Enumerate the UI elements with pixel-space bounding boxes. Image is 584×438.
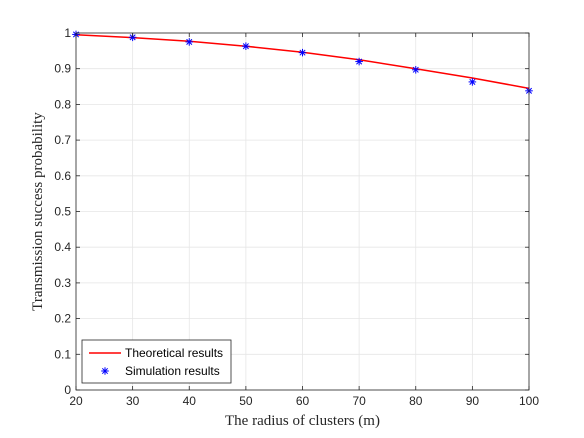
x-tick-label: 80 xyxy=(409,394,423,408)
x-tick-label: 40 xyxy=(183,394,197,408)
data-point-simulation xyxy=(355,57,363,66)
asterisk-stroke xyxy=(469,78,476,85)
x-tick-label: 30 xyxy=(126,394,140,408)
asterisk-stroke xyxy=(186,38,193,45)
x-tick-label: 90 xyxy=(466,394,480,408)
legend-label-simulation: Simulation results xyxy=(125,364,220,378)
y-tick-label: 0.3 xyxy=(54,276,71,290)
legend-asterisk xyxy=(101,367,109,375)
asterisk-stroke xyxy=(101,367,109,375)
legend-box xyxy=(81,339,232,384)
asterisk-stroke xyxy=(129,34,136,41)
legend: Theoretical results Simulation results xyxy=(81,339,232,384)
legend-label-theoretical: Theoretical results xyxy=(125,346,223,360)
y-tick-label: 0.8 xyxy=(54,97,71,111)
y-tick-label: 0.4 xyxy=(54,240,71,254)
y-axis-label: Transmission success probability xyxy=(30,112,46,311)
grid xyxy=(75,32,530,391)
y-tick-label: 1 xyxy=(64,26,71,40)
axes: 20 30 40 50 60 70 80 90 100 0 0.1 0.2 0.3 0.4 0.5 0.6 0.… xyxy=(54,26,539,408)
data-point-simulation xyxy=(468,78,477,86)
data-point-simulation xyxy=(298,48,307,57)
y-tick-label: 0.2 xyxy=(54,312,71,326)
y-tick-label: 0 xyxy=(64,383,71,397)
data-point-simulation xyxy=(185,38,194,46)
y-tick-label: 0.1 xyxy=(54,347,71,361)
x-tick-label: 20 xyxy=(69,394,83,408)
x-tick-label: 60 xyxy=(296,394,310,408)
x-tick-label: 100 xyxy=(519,394,539,408)
data-point-simulation xyxy=(242,42,250,51)
x-tick-label: 50 xyxy=(239,394,253,408)
y-tick-label: 0.5 xyxy=(54,205,71,219)
data-point-simulation xyxy=(411,65,420,74)
y-tick-label: 0.7 xyxy=(54,133,71,147)
asterisk-stroke xyxy=(299,49,306,56)
asterisk-stroke xyxy=(356,58,363,65)
y-tick-label: 0.6 xyxy=(54,169,71,183)
asterisk-stroke xyxy=(412,66,419,73)
y-tick-label: 0.9 xyxy=(54,62,71,76)
asterisk-stroke xyxy=(242,43,249,50)
x-axis-label: The radius of clusters (m) xyxy=(225,413,380,429)
legend-asterisk-marker xyxy=(101,367,109,375)
x-tick-label: 70 xyxy=(352,394,366,408)
